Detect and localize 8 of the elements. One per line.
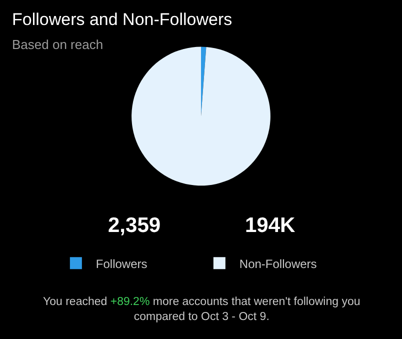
pie-slice [132,46,270,186]
legend-label: Non-Followers [239,256,317,271]
legend-label: Followers [96,256,148,271]
data-label: 194K [245,214,296,237]
chart-subtitle: Based on reach [12,37,104,52]
data-label: 2,359 [108,214,161,237]
text: You reached +89.2% more accounts that weren't following you compared to Oct 3 - Oct 9. [43,296,360,323]
chart-title: Followers and Non-Followers [12,10,232,29]
